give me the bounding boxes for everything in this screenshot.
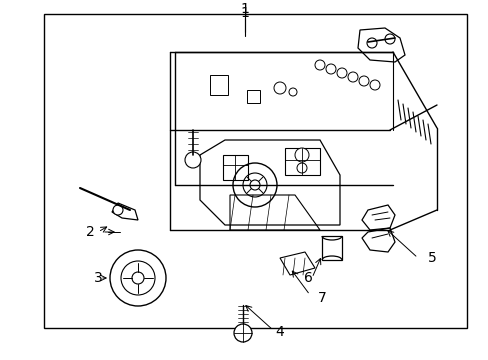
Bar <box>44 14 466 328</box>
Text: 3: 3 <box>93 271 102 285</box>
Circle shape <box>288 88 296 96</box>
Circle shape <box>294 148 308 162</box>
Circle shape <box>314 60 325 70</box>
Circle shape <box>110 250 165 306</box>
Circle shape <box>243 173 266 197</box>
Circle shape <box>232 163 276 207</box>
Bar <box>321 236 341 260</box>
Circle shape <box>358 76 368 86</box>
Circle shape <box>384 34 394 44</box>
Circle shape <box>273 82 285 94</box>
Text: 5: 5 <box>427 251 435 265</box>
Text: 1: 1 <box>240 2 248 16</box>
Text: 1: 1 <box>240 6 248 20</box>
Circle shape <box>369 80 379 90</box>
Text: 4: 4 <box>275 325 284 339</box>
Circle shape <box>121 261 155 295</box>
Circle shape <box>113 205 123 215</box>
Circle shape <box>366 38 376 48</box>
Text: 7: 7 <box>317 291 325 305</box>
Text: 2: 2 <box>85 225 94 239</box>
Circle shape <box>249 180 260 190</box>
Circle shape <box>234 324 251 342</box>
Circle shape <box>325 64 335 74</box>
Circle shape <box>132 272 143 284</box>
Circle shape <box>184 152 201 168</box>
Circle shape <box>336 68 346 78</box>
Text: 6: 6 <box>303 271 312 285</box>
Circle shape <box>296 163 306 173</box>
Circle shape <box>347 72 357 82</box>
